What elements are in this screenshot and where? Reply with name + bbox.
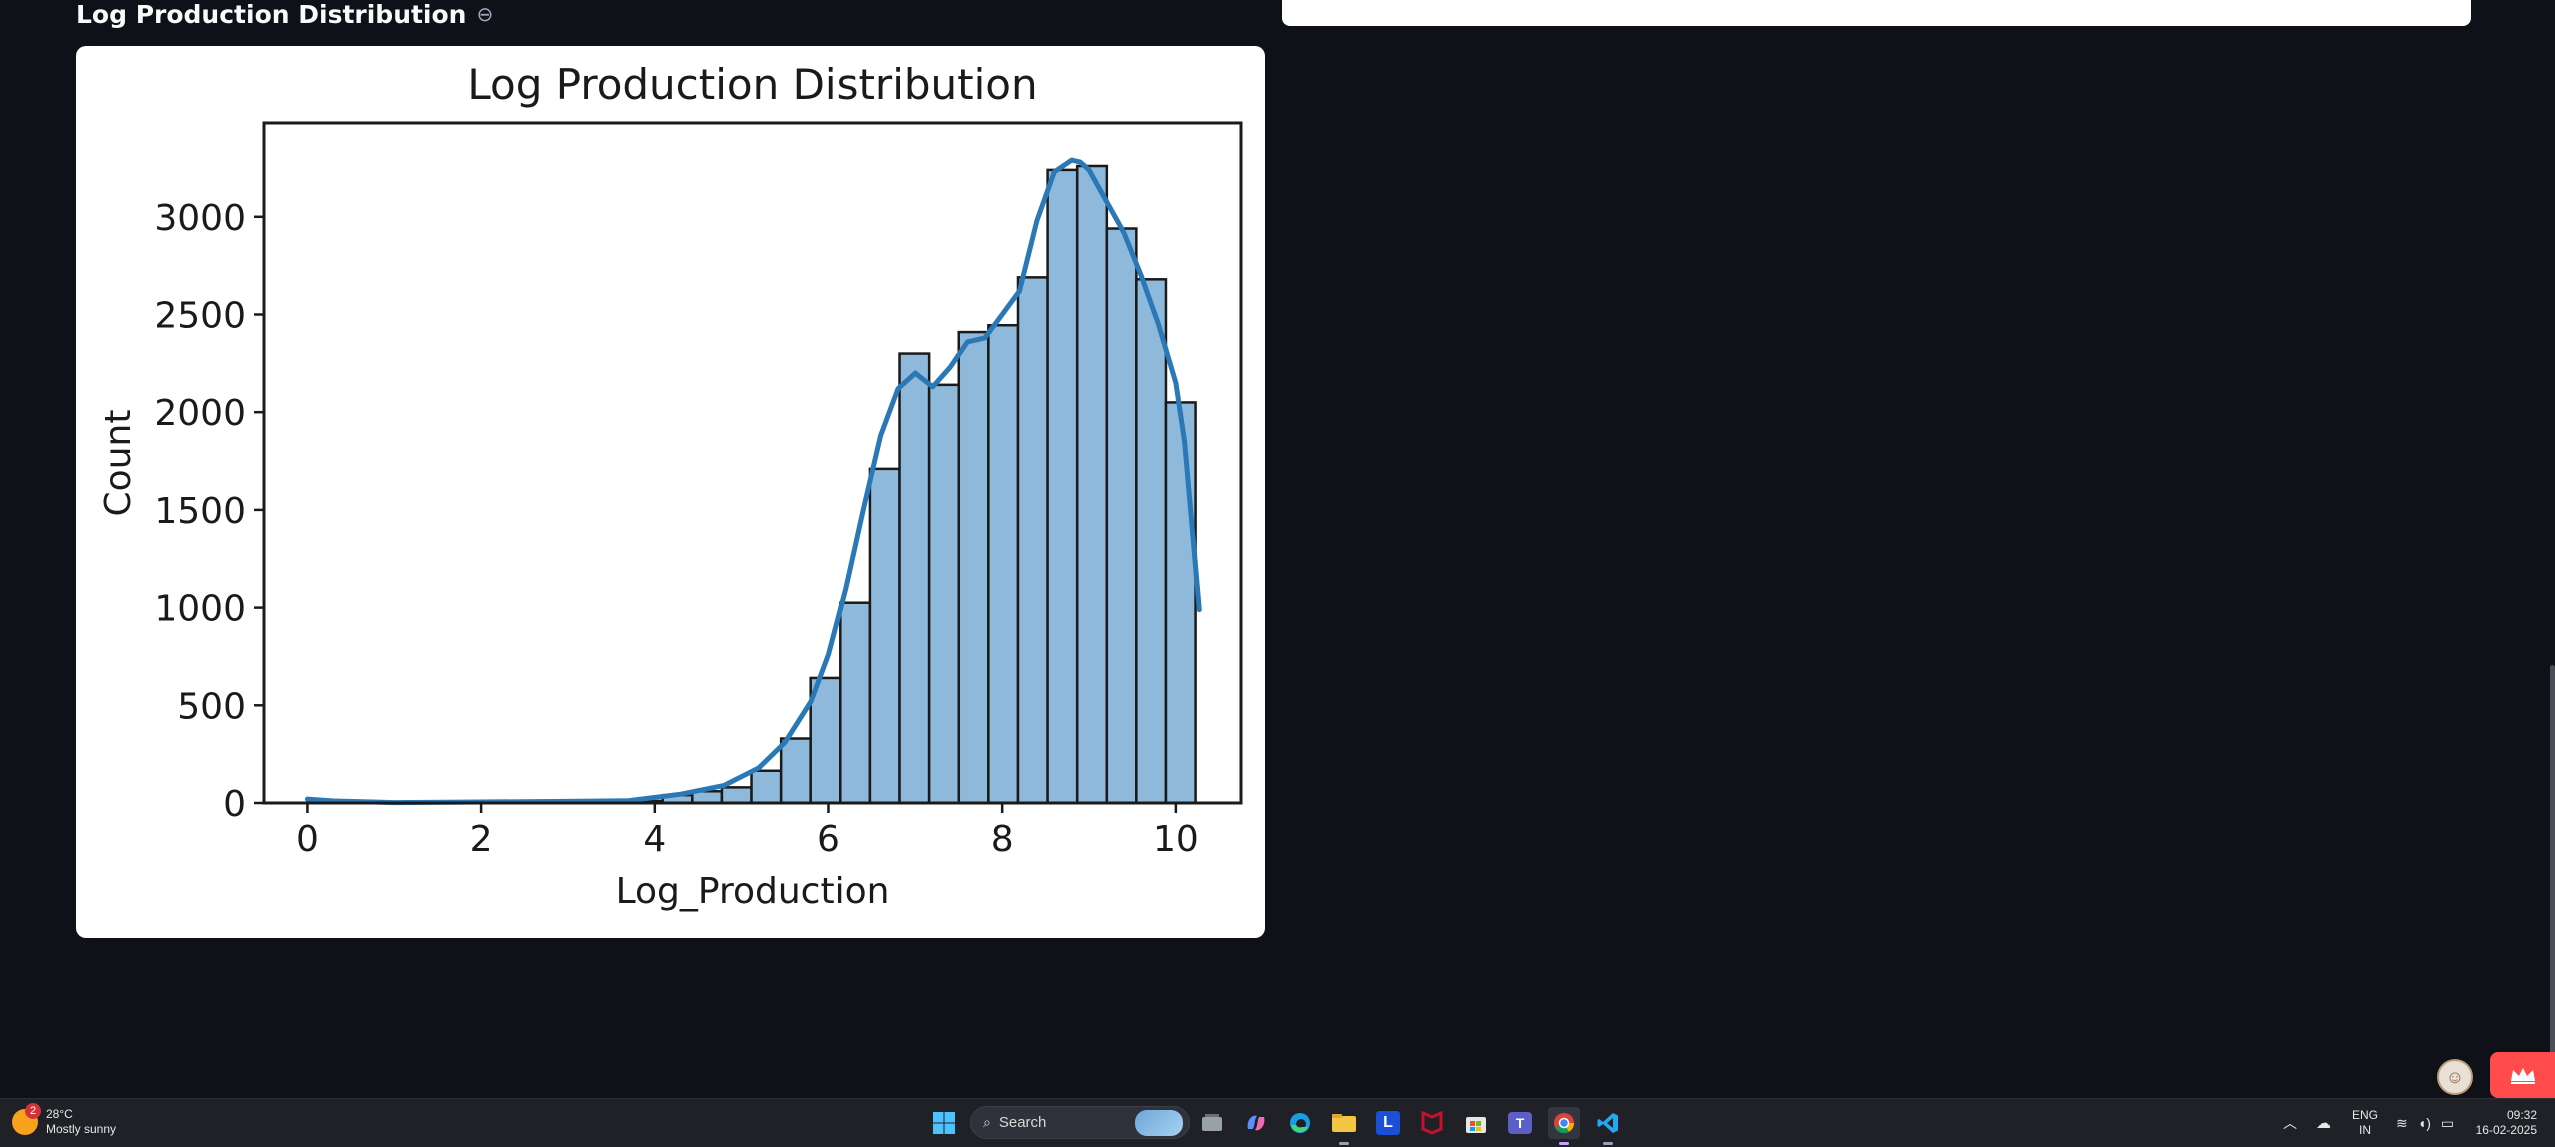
tray-overflow-icon[interactable]: ︿ bbox=[2283, 1099, 2297, 1147]
x-tick-label: 10 bbox=[1153, 819, 1199, 860]
histogram-bar bbox=[1136, 279, 1166, 803]
histogram-bar bbox=[1077, 166, 1107, 803]
y-tick-label: 500 bbox=[177, 686, 246, 727]
x-tick-label: 0 bbox=[296, 819, 319, 860]
section-heading: Log Production Distribution ⊖ bbox=[76, 0, 493, 28]
active-indicator bbox=[1603, 1142, 1613, 1145]
avatar[interactable]: ☺ bbox=[2437, 1059, 2473, 1095]
clock-date: 16-02-2025 bbox=[2476, 1123, 2537, 1138]
histogram-bar bbox=[781, 739, 811, 803]
clock[interactable]: 09:32 16-02-2025 bbox=[2475, 1099, 2537, 1147]
edge-icon[interactable] bbox=[1284, 1107, 1316, 1139]
y-tick-label: 3000 bbox=[154, 198, 246, 239]
wifi-icon: ≋ bbox=[2396, 1115, 2408, 1132]
y-tick-label: 1500 bbox=[154, 491, 246, 532]
search-placeholder: Search bbox=[999, 1114, 1047, 1131]
chart-card: Log Production Distribution 0 2 4 6 8 10 0 500 10… bbox=[76, 46, 1265, 938]
section-title: Log Production Distribution bbox=[76, 0, 466, 29]
x-tick-label: 8 bbox=[991, 819, 1014, 860]
histogram-bar bbox=[959, 332, 989, 803]
crown-icon bbox=[2509, 1065, 2537, 1085]
volume-icon: ◖) bbox=[2418, 1115, 2431, 1131]
sun-icon: 2 bbox=[12, 1109, 38, 1135]
search-highlight-image bbox=[1135, 1110, 1183, 1136]
battery-icon: ▭ bbox=[2441, 1115, 2454, 1132]
region-code: IN bbox=[2359, 1123, 2371, 1138]
cloud-offline-icon[interactable]: ☁ bbox=[2316, 1099, 2331, 1147]
histogram-bar bbox=[1166, 402, 1196, 803]
weather-temp: 28°C bbox=[46, 1107, 116, 1122]
x-tick-label: 2 bbox=[470, 819, 493, 860]
quick-settings[interactable]: ≋ ◖) ▭ bbox=[2396, 1099, 2454, 1147]
language-indicator[interactable]: ENG IN bbox=[2352, 1099, 2378, 1147]
language-code: ENG bbox=[2352, 1108, 2378, 1123]
crown-button[interactable] bbox=[2490, 1052, 2555, 1098]
histogram-bar bbox=[840, 603, 870, 803]
chart-title: Log Production Distribution bbox=[467, 60, 1037, 109]
weather-widget[interactable]: 2 28°C Mostly sunny bbox=[12, 1107, 116, 1137]
microsoft-store-icon[interactable] bbox=[1460, 1107, 1492, 1139]
x-tick-label: 6 bbox=[817, 819, 840, 860]
histogram-bar bbox=[1018, 277, 1048, 803]
histogram-bar bbox=[752, 771, 782, 803]
histogram-bar bbox=[900, 354, 930, 803]
task-view-icon[interactable] bbox=[1196, 1107, 1228, 1139]
histogram-bar bbox=[988, 325, 1018, 803]
active-indicator bbox=[1559, 1142, 1569, 1145]
clock-time: 09:32 bbox=[2507, 1108, 2537, 1123]
taskbar-search[interactable]: ⌕ Search bbox=[970, 1106, 1190, 1139]
scrollbar-thumb[interactable] bbox=[2550, 665, 2555, 1098]
active-indicator bbox=[1339, 1142, 1349, 1145]
histogram-bar bbox=[1048, 170, 1078, 803]
y-tick-label: 2000 bbox=[154, 393, 246, 434]
search-icon: ⌕ bbox=[983, 1114, 991, 1131]
histogram-bar bbox=[1107, 229, 1137, 803]
histogram-bar bbox=[929, 385, 959, 803]
x-tick-label: 4 bbox=[643, 819, 666, 860]
right-panel-card bbox=[1282, 0, 2471, 26]
file-explorer-icon[interactable] bbox=[1328, 1107, 1360, 1139]
chrome-icon[interactable] bbox=[1548, 1107, 1580, 1139]
weather-badge: 2 bbox=[25, 1103, 41, 1119]
x-axis-label: Log_Production bbox=[616, 871, 890, 912]
y-tick-label: 0 bbox=[223, 784, 246, 825]
histogram-bar bbox=[722, 787, 752, 803]
weather-condition: Mostly sunny bbox=[46, 1122, 116, 1137]
mcafee-icon[interactable] bbox=[1416, 1107, 1448, 1139]
y-axis-label: Count bbox=[98, 410, 139, 517]
lens-app-icon[interactable]: L bbox=[1372, 1107, 1404, 1139]
vscode-icon[interactable] bbox=[1592, 1107, 1624, 1139]
link-icon[interactable]: ⊖ bbox=[476, 2, 493, 26]
teams-icon[interactable]: T bbox=[1504, 1107, 1536, 1139]
copilot-icon[interactable] bbox=[1240, 1107, 1272, 1139]
histogram-bar bbox=[870, 469, 900, 803]
taskbar: 2 28°C Mostly sunny ⌕ Search L bbox=[0, 1098, 2555, 1147]
windows-start-icon[interactable] bbox=[928, 1107, 960, 1139]
y-tick-label: 1000 bbox=[154, 589, 246, 630]
y-tick-label: 2500 bbox=[154, 295, 246, 336]
histogram-chart: Log Production Distribution 0 2 4 6 8 10 0 500 10… bbox=[76, 46, 1265, 938]
